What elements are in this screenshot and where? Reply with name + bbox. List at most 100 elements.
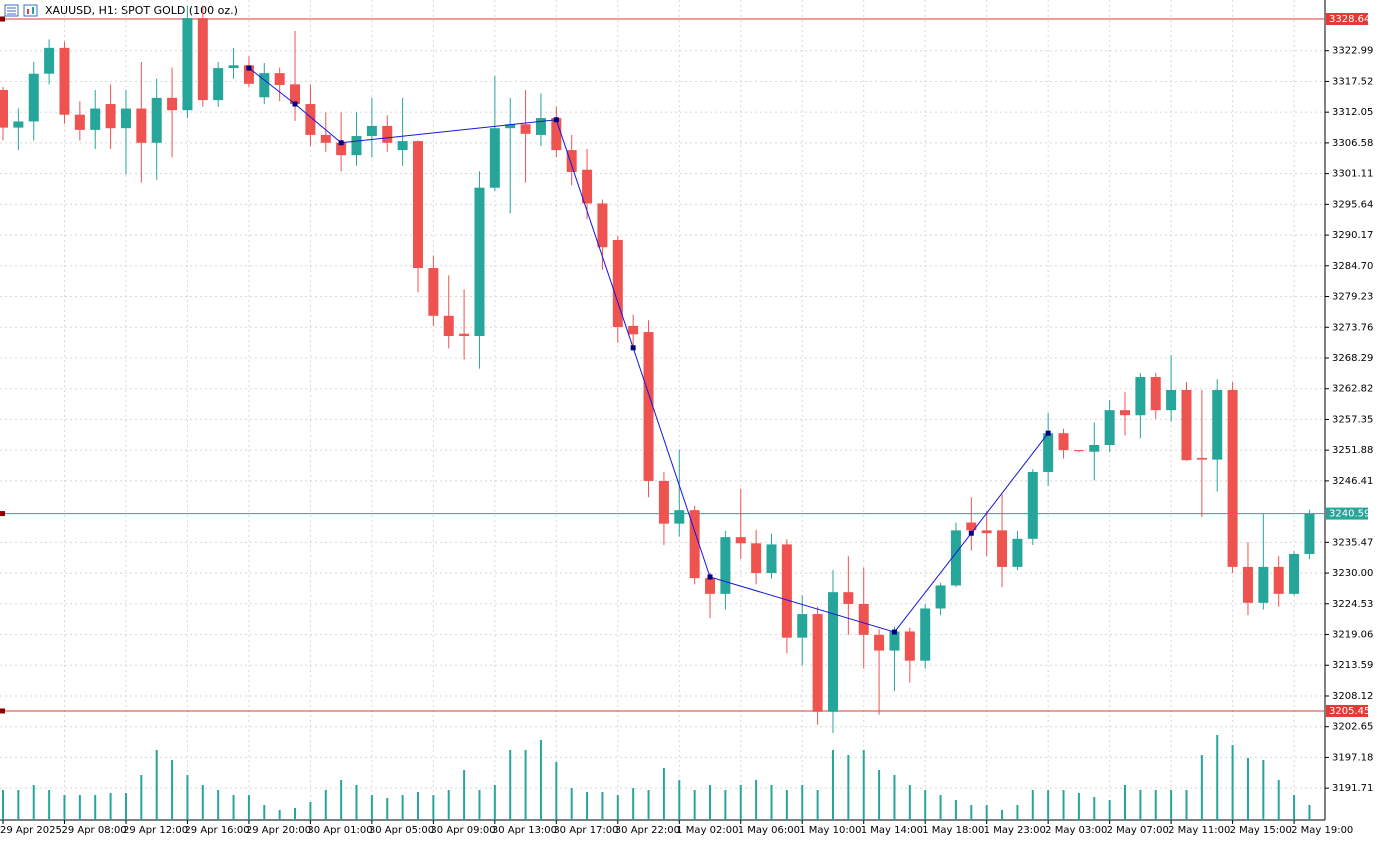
candle-body	[90, 108, 101, 130]
candle-body	[981, 530, 992, 534]
x-tick-label: 2 May 19:00	[1291, 825, 1353, 836]
candle-body	[535, 118, 546, 135]
candle-body	[1104, 410, 1115, 445]
candle-body	[1273, 566, 1284, 594]
zigzag-point	[1045, 430, 1051, 436]
candle-body	[797, 614, 808, 638]
x-tick-label: 30 Apr 05:00	[369, 825, 434, 836]
candle-body	[566, 150, 577, 172]
candle-body	[412, 141, 423, 269]
candle-body	[1258, 566, 1269, 603]
zigzag-point	[338, 140, 344, 146]
x-tick-label: 2 May 11:00	[1168, 825, 1230, 836]
y-tick-label: 3273.76	[1332, 322, 1373, 333]
candle-body	[59, 47, 70, 115]
price-label-box	[1326, 12, 1368, 25]
y-tick-label: 3284.70	[1332, 261, 1373, 272]
price-label: 3328.64	[1329, 14, 1370, 25]
chart-title: XAUUSD, H1: SPOT GOLD (100 oz.)	[45, 4, 238, 17]
x-tick-label: 30 Apr 13:00	[492, 825, 557, 836]
candle-body	[904, 631, 915, 661]
candle-body	[1027, 471, 1038, 539]
x-tick-label: 30 Apr 01:00	[307, 825, 372, 836]
x-tick-label: 30 Apr 09:00	[430, 825, 495, 836]
candle-body	[228, 65, 239, 69]
candle-body	[459, 333, 470, 337]
line-handle	[0, 708, 5, 714]
candle-body	[290, 84, 301, 105]
candle-body	[920, 608, 931, 661]
candle-body	[167, 97, 178, 111]
candle-body	[1196, 457, 1207, 460]
candle-body	[582, 169, 593, 204]
zigzag-point	[553, 117, 559, 123]
candle-body	[1058, 433, 1069, 451]
candle-body	[274, 73, 285, 85]
candle-body	[643, 332, 654, 481]
candle-body	[213, 68, 224, 101]
price-label-box	[1326, 507, 1368, 520]
candle-body	[751, 543, 762, 574]
candle-body	[705, 578, 716, 594]
candle-body	[720, 537, 731, 594]
y-tick-label: 3235.47	[1332, 537, 1373, 548]
candle-body	[551, 118, 562, 151]
y-tick-label: 3317.52	[1332, 76, 1373, 87]
candle-body	[827, 592, 838, 712]
x-tick-label: 1 May 23:00	[984, 825, 1046, 836]
candle-body	[781, 544, 792, 638]
candle-body	[843, 592, 854, 604]
candle-body	[597, 203, 608, 248]
y-tick-label: 3208.12	[1332, 691, 1373, 702]
y-tick-label: 3295.64	[1332, 199, 1373, 210]
price-label-box	[1326, 704, 1368, 717]
candle-body	[874, 634, 885, 651]
candle-body	[658, 480, 669, 524]
candle-body	[1181, 389, 1192, 461]
candle-body	[243, 65, 254, 84]
y-tick-label: 3251.88	[1332, 445, 1373, 456]
x-tick-label: 29 Apr 12:00	[123, 825, 188, 836]
candle-body	[1135, 377, 1146, 416]
zigzag-point	[968, 530, 974, 536]
price-label: 3205.45	[1329, 706, 1370, 717]
x-tick-label: 1 May 06:00	[738, 825, 800, 836]
candle-body	[351, 136, 362, 156]
candle-body	[1073, 450, 1084, 452]
candle-body	[674, 510, 685, 524]
y-tick-label: 3322.99	[1332, 46, 1373, 57]
candle-body	[136, 108, 147, 143]
candle-body	[13, 121, 24, 128]
candle-body	[966, 522, 977, 531]
candle-body	[105, 104, 116, 129]
line-handle	[0, 16, 5, 22]
x-tick-label: 1 May 02:00	[676, 825, 738, 836]
x-tick-label: 30 Apr 22:00	[615, 825, 680, 836]
candle-body	[1012, 538, 1023, 567]
x-tick-label: 2 May 15:00	[1230, 825, 1292, 836]
zigzag-point	[891, 629, 897, 635]
candle-body	[0, 89, 8, 128]
zigzag-point	[292, 101, 298, 107]
y-tick-label: 3219.06	[1332, 630, 1373, 641]
y-tick-label: 3224.53	[1332, 599, 1373, 610]
x-tick-label: 1 May 14:00	[861, 825, 923, 836]
candle-body	[120, 108, 131, 129]
candle-body	[1242, 566, 1253, 603]
candle-body	[766, 544, 777, 574]
candle-body	[935, 585, 946, 609]
candle-body	[628, 325, 639, 335]
y-tick-label: 3246.41	[1332, 476, 1373, 487]
y-tick-label: 3262.82	[1332, 384, 1373, 395]
candle-body	[1304, 513, 1315, 554]
y-tick-label: 3306.58	[1332, 138, 1373, 149]
y-tick-label: 3312.05	[1332, 107, 1373, 118]
x-tick-label: 29 Apr 16:00	[184, 825, 249, 836]
zigzag-point	[707, 574, 713, 580]
candle-body	[505, 124, 516, 129]
candle-body	[1212, 389, 1223, 460]
candle-body	[197, 18, 208, 101]
candle-body	[1089, 444, 1100, 452]
candle-body	[336, 142, 347, 156]
